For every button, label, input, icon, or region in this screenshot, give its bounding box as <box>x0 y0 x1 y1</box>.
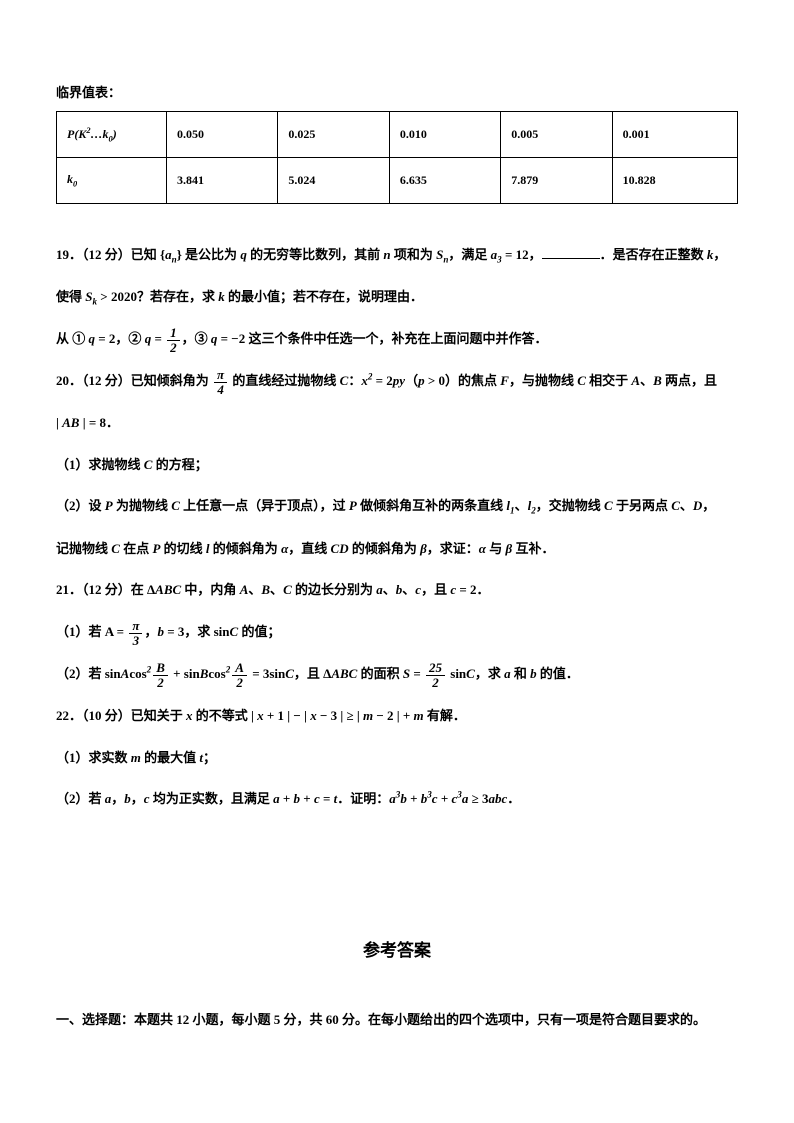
table-caption: 临界值表： <box>56 82 738 101</box>
table-cell: 3.841 <box>167 158 278 203</box>
table-header-k0: k0 <box>57 158 167 203</box>
table-header-expr: P(K2…k0) <box>57 112 167 158</box>
table-cell: 0.005 <box>501 112 612 158</box>
problem-19-line1: 19．（12 分）已知 {an} 是公比为 q 的无穷等比数列，其前 n 项和为… <box>56 238 738 272</box>
problem-20-line3: （1）求抛物线 C 的方程； <box>56 448 738 482</box>
table-cell: 6.635 <box>389 158 500 203</box>
table-cell: 0.001 <box>612 112 737 158</box>
table-row: P(K2…k0) 0.050 0.025 0.010 0.005 0.001 <box>57 112 738 158</box>
problem-19-line2: 使得 Sk > 2020？若存在，求 k 的最小值；若不存在，说明理由． <box>56 280 738 314</box>
table-row: k0 3.841 5.024 6.635 7.879 10.828 <box>57 158 738 203</box>
problem-20-line5: 记抛物线 C 在点 P 的切线 l 的倾斜角为 α，直线 CD 的倾斜角为 β，… <box>56 532 738 566</box>
section-1-note: 一、选择题：本题共 12 小题，每小题 5 分，共 60 分。在每小题给出的四个… <box>56 1007 738 1033</box>
problem-22-line3: （2）若 a，b，c 均为正实数，且满足 a + b + c = t．证明：a3… <box>56 782 738 816</box>
problem-22-line1: 22．（10 分）已知关于 x 的不等式 | x + 1 | − | x − 3… <box>56 699 738 733</box>
critical-value-table: P(K2…k0) 0.050 0.025 0.010 0.005 0.001 k… <box>56 111 738 204</box>
problem-19-line3: 从 ① q = 2，② q = 12，③ q = −2 这三个条件中任选一个，补… <box>56 322 738 356</box>
answers-heading: 参考答案 <box>56 936 738 961</box>
problem-22-line2: （1）求实数 m 的最大值 t； <box>56 741 738 775</box>
table-cell: 0.010 <box>389 112 500 158</box>
problem-21-line1: 21．（12 分）在 ΔABC 中，内角 A、B、C 的边长分别为 a、b、c，… <box>56 573 738 607</box>
problem-21-line3: （2）若 sinAcos2B2 + sinBcos2A2 = 3sinC，且 Δ… <box>56 657 738 691</box>
table-cell: 10.828 <box>612 158 737 203</box>
page: 临界值表： P(K2…k0) 0.050 0.025 0.010 0.005 0… <box>0 0 794 1073</box>
problem-20-line1: 20．（12 分）已知倾斜角为 π4 的直线经过抛物线 C：x2 = 2py（p… <box>56 364 738 398</box>
table-cell: 0.050 <box>167 112 278 158</box>
table-cell: 7.879 <box>501 158 612 203</box>
problem-21-line2: （1）若 A = π3，b = 3，求 sinC 的值； <box>56 615 738 649</box>
problem-20-line2: | AB | = 8． <box>56 406 738 440</box>
problem-20-line4: （2）设 P 为抛物线 C 上任意一点（异于顶点），过 P 做倾斜角互补的两条直… <box>56 489 738 523</box>
table-cell: 0.025 <box>278 112 389 158</box>
table-cell: 5.024 <box>278 158 389 203</box>
